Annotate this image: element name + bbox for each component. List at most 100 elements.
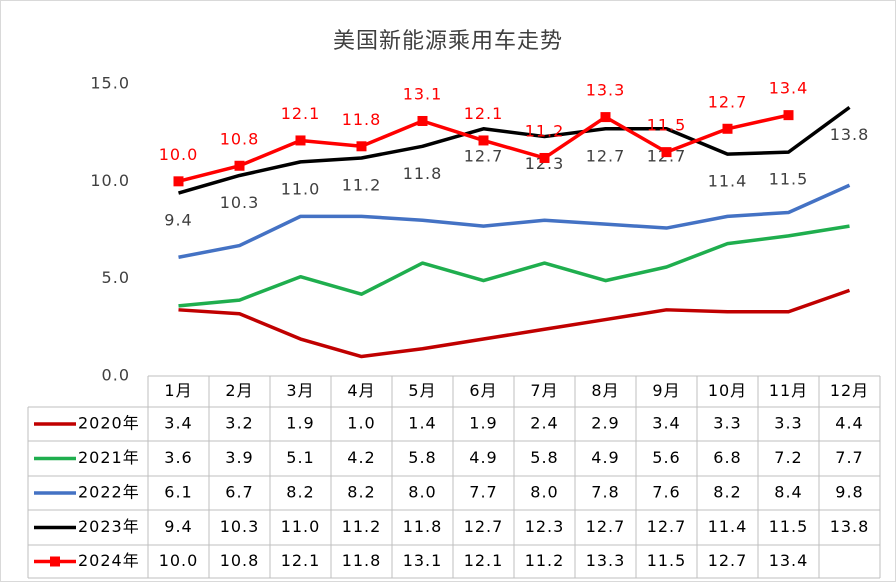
table-cell: 11.5 bbox=[769, 517, 809, 536]
table-cell: 7.6 bbox=[652, 483, 680, 502]
data-label: 11.0 bbox=[281, 179, 321, 198]
table-cell: 11.8 bbox=[403, 517, 443, 536]
point-marker bbox=[722, 123, 733, 134]
data-label: 10.8 bbox=[220, 129, 260, 148]
table-cell: 2.9 bbox=[591, 414, 619, 433]
table-cell: 1.0 bbox=[347, 414, 375, 433]
x-tick-label: 4月 bbox=[347, 381, 375, 400]
table-cell: 8.2 bbox=[713, 483, 741, 502]
table-cell: 3.2 bbox=[225, 414, 253, 433]
table-cell: 12.3 bbox=[525, 517, 565, 536]
table-cell: 3.3 bbox=[713, 414, 741, 433]
point-marker bbox=[417, 115, 428, 126]
table-cell: 11.8 bbox=[342, 551, 382, 570]
legend-label: 2023年 bbox=[78, 517, 140, 536]
table-cell: 12.1 bbox=[281, 551, 321, 570]
data-label: 11.2 bbox=[342, 175, 382, 194]
table-cell: 6.1 bbox=[164, 483, 192, 502]
table-cell: 5.6 bbox=[652, 448, 680, 467]
table-cell: 7.7 bbox=[835, 448, 863, 467]
data-label: 11.8 bbox=[342, 110, 382, 129]
legend-marker bbox=[50, 556, 60, 567]
data-label: 9.4 bbox=[164, 211, 192, 230]
data-label: 11.2 bbox=[525, 121, 565, 140]
table-cell: 13.3 bbox=[586, 551, 626, 570]
data-label: 13.3 bbox=[586, 81, 626, 100]
table-cell: 4.9 bbox=[591, 448, 619, 467]
data-label: 12.7 bbox=[708, 92, 748, 111]
legend-label: 2024年 bbox=[78, 551, 140, 570]
data-label: 13.4 bbox=[769, 79, 809, 98]
table-cell: 3.9 bbox=[225, 448, 253, 467]
point-marker bbox=[783, 110, 794, 121]
table-cell: 10.8 bbox=[220, 551, 260, 570]
table-cell: 10.3 bbox=[220, 517, 260, 536]
table-cell: 8.0 bbox=[408, 483, 436, 502]
data-label: 12.7 bbox=[586, 146, 626, 165]
table-cell: 4.4 bbox=[835, 414, 863, 433]
data-label: 11.5 bbox=[647, 116, 687, 135]
table-cell: 5.8 bbox=[408, 448, 436, 467]
series-line bbox=[178, 288, 851, 359]
table-cell: 8.4 bbox=[774, 483, 802, 502]
x-tick-label: 12月 bbox=[830, 381, 869, 400]
chart-title: 美国新能源乘用车走势 bbox=[333, 29, 563, 54]
data-label: 13.8 bbox=[830, 125, 870, 144]
point-marker bbox=[356, 141, 367, 152]
table-cell: 7.2 bbox=[774, 448, 802, 467]
table-cell: 9.4 bbox=[164, 517, 192, 536]
table-cell: 11.4 bbox=[708, 517, 748, 536]
table-cell: 7.8 bbox=[591, 483, 619, 502]
data-label: 12.3 bbox=[525, 154, 565, 173]
table-cell: 12.7 bbox=[708, 551, 748, 570]
point-marker bbox=[234, 160, 245, 171]
table-cell: 3.6 bbox=[164, 448, 192, 467]
table-cell: 1.4 bbox=[408, 414, 436, 433]
x-tick-label: 10月 bbox=[708, 381, 747, 400]
x-tick-label: 11月 bbox=[769, 381, 808, 400]
data-label: 10.3 bbox=[220, 193, 260, 212]
table-cell: 11.5 bbox=[647, 551, 687, 570]
legend-label: 2022年 bbox=[78, 483, 140, 502]
data-label: 12.1 bbox=[281, 104, 321, 123]
point-marker bbox=[478, 135, 489, 146]
table-cell: 13.4 bbox=[769, 551, 809, 570]
table-cell: 13.1 bbox=[403, 551, 443, 570]
y-tick-label: 10.0 bbox=[90, 171, 130, 190]
table-cell: 11.2 bbox=[342, 517, 382, 536]
legend-label: 2020年 bbox=[78, 414, 140, 433]
table-cell: 1.9 bbox=[469, 414, 497, 433]
data-label: 10.0 bbox=[159, 145, 199, 164]
table-cell: 8.2 bbox=[347, 483, 375, 502]
data-label: 12.1 bbox=[464, 104, 504, 123]
x-tick-label: 7月 bbox=[530, 381, 558, 400]
x-tick-label: 1月 bbox=[164, 381, 192, 400]
table-cell: 10.0 bbox=[159, 551, 199, 570]
x-tick-label: 8月 bbox=[591, 381, 619, 400]
table-cell: 9.8 bbox=[835, 483, 863, 502]
table-cell: 12.7 bbox=[464, 517, 504, 536]
table-cell: 6.7 bbox=[225, 483, 253, 502]
data-label: 11.5 bbox=[769, 170, 809, 189]
table-cell: 13.8 bbox=[830, 517, 870, 536]
table-cell: 3.4 bbox=[164, 414, 192, 433]
table-cell: 11.2 bbox=[525, 551, 565, 570]
table-cell: 1.9 bbox=[286, 414, 314, 433]
table-cell: 2.4 bbox=[530, 414, 558, 433]
series-line bbox=[178, 105, 851, 195]
point-marker bbox=[295, 135, 306, 146]
y-tick-label: 0.0 bbox=[102, 366, 130, 385]
point-marker bbox=[173, 176, 184, 187]
point-marker bbox=[600, 112, 611, 123]
table-cell: 12.7 bbox=[586, 517, 626, 536]
table-cell: 7.7 bbox=[469, 483, 497, 502]
y-tick-label: 15.0 bbox=[90, 74, 130, 93]
x-tick-label: 9月 bbox=[652, 381, 680, 400]
table-cell: 5.8 bbox=[530, 448, 558, 467]
table-cell: 4.9 bbox=[469, 448, 497, 467]
table-cell: 8.0 bbox=[530, 483, 558, 502]
series-line bbox=[178, 224, 850, 308]
data-label: 13.1 bbox=[403, 84, 443, 103]
x-tick-label: 6月 bbox=[469, 381, 497, 400]
table-cell: 3.3 bbox=[774, 414, 802, 433]
